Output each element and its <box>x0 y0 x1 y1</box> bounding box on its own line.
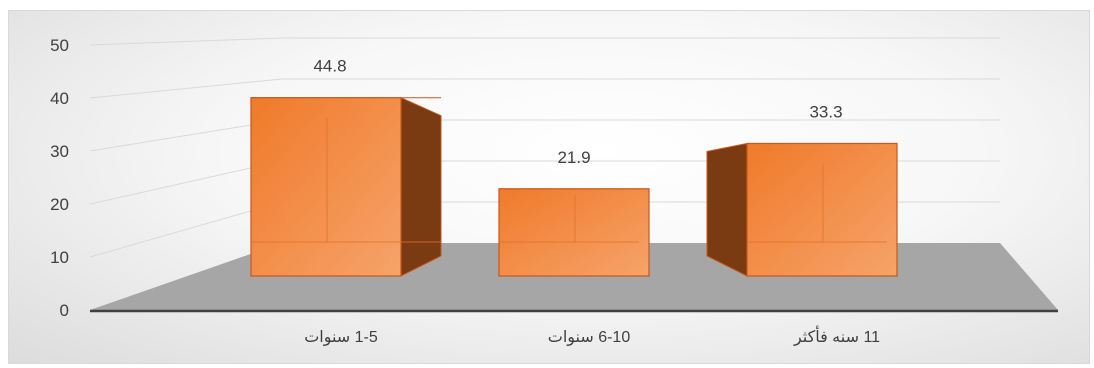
bar-front-face <box>498 188 650 277</box>
gridline-side <box>89 160 283 205</box>
bar-front-face <box>250 97 402 277</box>
y-tick-label: 50 <box>50 36 69 55</box>
bar <box>498 188 650 277</box>
y-axis: 0 10 20 30 40 50 <box>50 36 1058 320</box>
y-tick-label: 40 <box>50 89 69 108</box>
data-label: 44.8 <box>313 57 346 76</box>
bar-side-face <box>706 142 748 277</box>
gridline-side <box>89 37 283 46</box>
y-tick-label: 30 <box>50 142 69 161</box>
bar <box>706 142 898 277</box>
gridline-side <box>89 119 283 152</box>
y-tick-label: 0 <box>60 301 69 320</box>
gridline-side <box>89 201 283 258</box>
labels: 44.8 1-5 سنوات 21.9 6-10 سنوات 33.3 11 سنه فأ… <box>304 57 880 347</box>
bar <box>250 96 442 277</box>
y-tick-label: 10 <box>50 248 69 267</box>
category-label: 1-5 سنوات <box>304 329 378 347</box>
bar-front-face <box>746 142 898 277</box>
y-tick-label: 20 <box>50 195 69 214</box>
bar-side-face <box>400 96 442 277</box>
data-label: 21.9 <box>557 148 590 167</box>
data-label: 33.3 <box>809 102 842 121</box>
bars <box>250 96 898 277</box>
gridline-side <box>89 78 283 99</box>
category-label: 6-10 سنوات <box>548 329 631 347</box>
category-label: 11 سنه فأكثر <box>793 325 880 347</box>
